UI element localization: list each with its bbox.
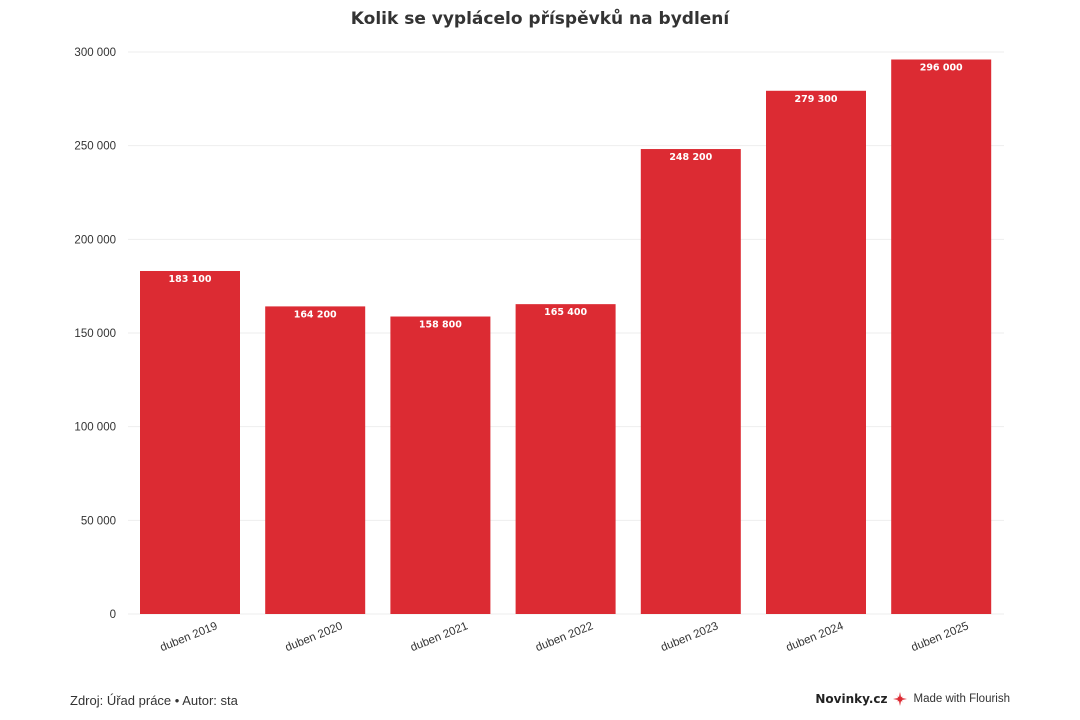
bar[interactable] [640, 149, 741, 614]
x-tick-label: duben 2025 [910, 620, 971, 654]
x-tick-label: duben 2021 [409, 620, 470, 654]
bar-value-label: 158 800 [419, 320, 462, 331]
bar[interactable] [766, 90, 866, 614]
bar[interactable] [891, 59, 992, 614]
bar-value-label: 164 200 [294, 309, 337, 320]
made-with-flourish-link[interactable]: Made with Flourish [913, 693, 1010, 705]
bar-value-label: 165 400 [544, 307, 587, 318]
bar[interactable] [140, 270, 240, 614]
bar-value-label: 183 100 [169, 274, 212, 285]
y-tick-label: 150 000 [74, 328, 116, 340]
bar-value-label: 248 200 [669, 152, 712, 163]
source-credit: Zdroj: Úřad práce • Autor: sta [70, 693, 238, 708]
x-tick-label: duben 2020 [284, 620, 345, 654]
y-axis-ticks: 0 50 000 100 000 150 000 200 000 250 000 300 0… [74, 47, 116, 621]
bar[interactable] [390, 316, 491, 614]
x-tick-label: duben 2022 [534, 620, 595, 654]
bars [140, 59, 992, 614]
bar-value-label: 279 300 [795, 94, 838, 105]
bar[interactable] [265, 306, 366, 614]
y-tick-label: 100 000 [74, 422, 116, 434]
y-tick-label: 50 000 [81, 515, 116, 527]
bar-value-labels: 183 100 164 200 158 800 165 400 248 200 279 3… [169, 62, 964, 330]
x-tick-label: duben 2019 [158, 620, 219, 654]
chart-title: Kolik se vyplácelo příspěvků na bydlení [350, 9, 730, 29]
y-tick-label: 300 000 [74, 47, 116, 59]
x-axis-ticks: duben 2019 duben 2020 duben 2021 duben 2022… [158, 620, 970, 654]
bar-value-label: 296 000 [920, 62, 963, 73]
flourish-star-icon [893, 692, 908, 706]
bar[interactable] [515, 304, 616, 614]
y-tick-label: 0 [110, 609, 116, 621]
y-tick-label: 250 000 [74, 141, 116, 153]
novinky-logo[interactable]: Novinky.cz [815, 692, 888, 706]
y-tick-label: 200 000 [74, 234, 116, 246]
branding: Novinky.cz Made with Flourish [815, 692, 1010, 706]
x-tick-label: duben 2024 [784, 620, 845, 654]
x-tick-label: duben 2023 [659, 620, 720, 654]
